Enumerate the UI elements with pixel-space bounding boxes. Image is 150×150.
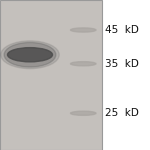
Ellipse shape	[70, 111, 96, 115]
Ellipse shape	[70, 62, 96, 66]
Text: 35  kD: 35 kD	[105, 59, 139, 69]
Text: 45  kD: 45 kD	[105, 25, 139, 35]
Ellipse shape	[8, 48, 52, 62]
Text: 25  kD: 25 kD	[105, 108, 139, 118]
Ellipse shape	[1, 41, 59, 69]
Ellipse shape	[4, 42, 56, 67]
FancyBboxPatch shape	[0, 0, 102, 150]
Ellipse shape	[70, 28, 96, 32]
